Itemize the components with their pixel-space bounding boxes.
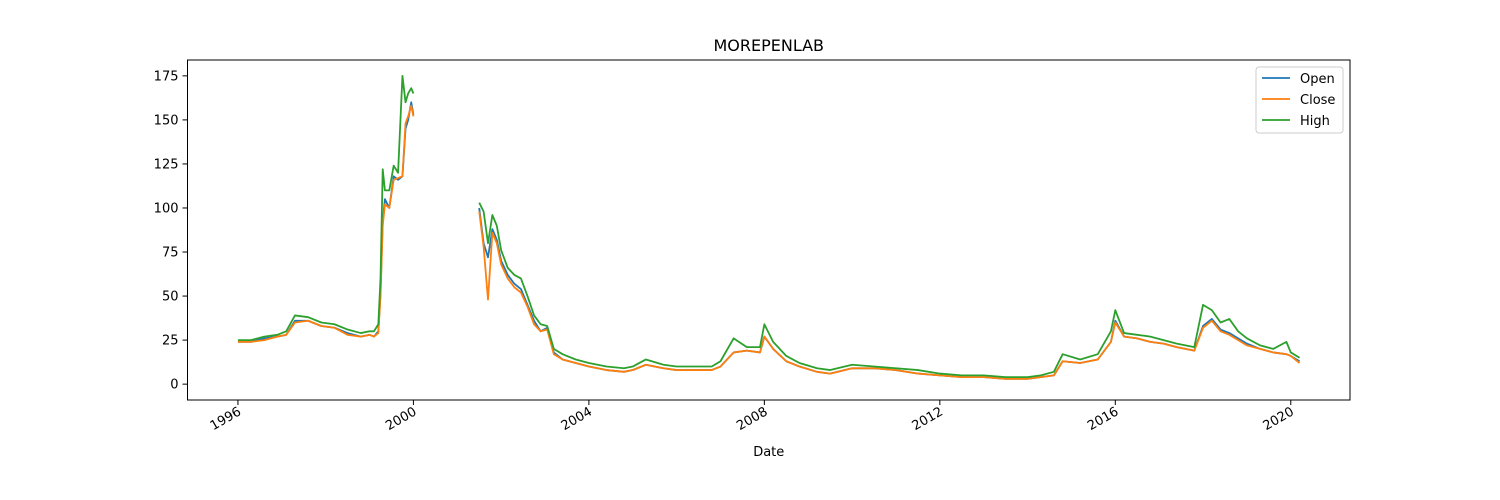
x-tick-label: 2016 bbox=[1085, 404, 1121, 434]
x-tick-label: 2008 bbox=[734, 404, 770, 434]
y-tick-label: 100 bbox=[154, 201, 179, 216]
y-tick-label: 75 bbox=[162, 246, 179, 261]
y-tick-label: 125 bbox=[154, 157, 179, 172]
legend: Open Close High bbox=[1255, 66, 1344, 134]
series-line-high bbox=[237, 74, 1301, 378]
legend-frame bbox=[1255, 66, 1344, 134]
series-line-open bbox=[237, 101, 1301, 380]
x-axis-label: Date bbox=[753, 445, 784, 460]
y-tick-label: 150 bbox=[154, 113, 179, 128]
legend-label-close: Close bbox=[1300, 93, 1335, 108]
y-tick-label: 50 bbox=[162, 290, 179, 305]
x-tick-label: 2000 bbox=[383, 404, 419, 434]
x-tick-label: 2012 bbox=[910, 404, 946, 434]
x-tick-label: 2004 bbox=[559, 404, 595, 434]
y-tick-label: 0 bbox=[170, 378, 178, 393]
y-tick-label: 25 bbox=[162, 334, 179, 349]
legend-label-open: Open bbox=[1300, 72, 1335, 87]
y-tick-label: 175 bbox=[154, 69, 179, 84]
y-axis: 0 25 50 75 100 125 150 175 bbox=[154, 69, 188, 393]
chart-title: MOREPENLAB bbox=[713, 36, 824, 55]
legend-label-high: High bbox=[1300, 114, 1330, 129]
x-tick-label: 2020 bbox=[1261, 404, 1297, 434]
x-tick-label: 1996 bbox=[208, 404, 244, 434]
series-line-close bbox=[237, 104, 1301, 380]
series-layer bbox=[237, 74, 1301, 380]
plot-frame bbox=[187, 59, 1351, 401]
x-axis: 1996 2000 2004 2008 2012 2016 2020 bbox=[208, 400, 1297, 434]
